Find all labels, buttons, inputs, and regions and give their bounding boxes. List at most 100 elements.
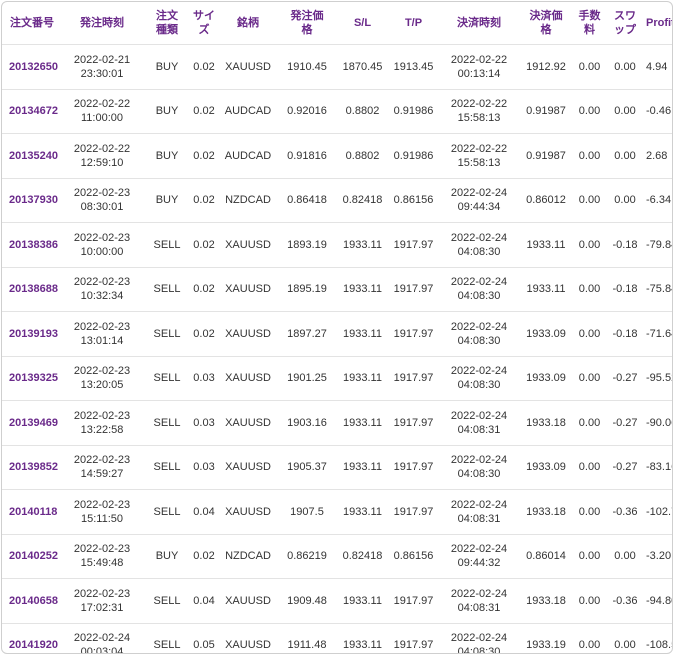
close-price-cell: 0.91987 (519, 133, 573, 178)
table-row: 20141920 2022-02-24 00:03:04 SELL 0.05 XAUUSD… (2, 622, 672, 653)
open-price-cell: 1897.27 (277, 311, 337, 356)
ticket-link[interactable]: 20141920 (2, 622, 59, 653)
swap-cell: 0.00 (606, 533, 644, 579)
table-row: 20132650 2022-02-21 23:30:01 BUY 0.02 XAUUSD 1… (2, 44, 672, 89)
ticket-link[interactable]: 20139325 (2, 355, 59, 401)
swap-cell: -0.27 (606, 444, 644, 490)
table-row: 20139193 2022-02-23 13:01:14 SELL 0.02 XAUUSD… (2, 311, 672, 356)
stop-loss-cell: 1933.11 (337, 444, 388, 490)
order-type-cell: SELL (145, 400, 189, 445)
header-commission[interactable]: 手数料 (578, 10, 601, 36)
size-cell: 0.02 (189, 222, 219, 267)
close-time-cell: 2022-02-22 15:58:13 (439, 133, 519, 178)
take-profit-cell: 1917.97 (388, 578, 439, 623)
close-time-cell: 2022-02-24 04:08:30 (439, 355, 519, 401)
table-row: 20135240 2022-02-22 12:59:10 BUY 0.02 AUDCAD 0… (2, 133, 672, 178)
header-ticket[interactable]: 注文番号 (10, 17, 54, 29)
swap-cell: 0.00 (606, 44, 644, 89)
stop-loss-cell: 1933.11 (337, 622, 388, 653)
close-price-cell: 1933.18 (519, 489, 573, 534)
ticket-link[interactable]: 20134672 (2, 88, 59, 134)
symbol-cell: XAUUSD (219, 44, 277, 89)
commission-cell: 0.00 (573, 44, 606, 89)
swap-cell: -0.18 (606, 266, 644, 312)
order-time-cell: 2022-02-24 00:03:04 (59, 622, 145, 653)
order-type-cell: BUY (145, 88, 189, 134)
order-time-cell: 2022-02-23 13:20:05 (59, 355, 145, 401)
ticket-link[interactable]: 20139852 (2, 444, 59, 490)
close-price-cell: 1933.09 (519, 355, 573, 401)
open-price-cell: 1893.19 (277, 222, 337, 267)
commission-cell: 0.00 (573, 177, 606, 223)
header-symbol[interactable]: 銘柄 (237, 17, 259, 29)
ticket-link[interactable]: 20132650 (2, 44, 59, 89)
open-price-cell: 0.86418 (277, 177, 337, 223)
symbol-cell: AUDCAD (219, 88, 277, 134)
close-time-cell: 2022-02-24 04:08:31 (439, 400, 519, 445)
profit-cell: -108.55 (644, 622, 672, 653)
ticket-link[interactable]: 20135240 (2, 133, 59, 178)
order-time-cell: 2022-02-23 13:01:14 (59, 311, 145, 356)
close-time-cell: 2022-02-22 15:58:13 (439, 88, 519, 134)
symbol-cell: NZDCAD (219, 177, 277, 223)
symbol-cell: XAUUSD (219, 444, 277, 490)
size-cell: 0.04 (189, 489, 219, 534)
table-header-row: 注文番号 発注時刻 注文 種類 サイズ 銘柄 発注価格 S/L T/P 決済時刻 … (2, 2, 673, 45)
order-type-cell: SELL (145, 622, 189, 653)
order-type-cell: SELL (145, 311, 189, 356)
ticket-link[interactable]: 20140252 (2, 533, 59, 579)
commission-cell: 0.00 (573, 489, 606, 534)
close-price-cell: 1933.09 (519, 311, 573, 356)
size-cell: 0.04 (189, 578, 219, 623)
size-cell: 0.02 (189, 533, 219, 579)
take-profit-cell: 1917.97 (388, 444, 439, 490)
commission-cell: 0.00 (573, 355, 606, 401)
stop-loss-cell: 1870.45 (337, 44, 388, 89)
ticket-link[interactable]: 20137930 (2, 177, 59, 223)
stop-loss-cell: 1933.11 (337, 355, 388, 401)
header-close-time[interactable]: 決済時刻 (457, 17, 501, 29)
order-time-cell: 2022-02-22 11:00:00 (59, 88, 145, 134)
open-price-cell: 1905.37 (277, 444, 337, 490)
order-type-cell: SELL (145, 489, 189, 534)
profit-cell: -102.72 (644, 489, 672, 534)
open-price-cell: 1907.5 (277, 489, 337, 534)
take-profit-cell: 0.86156 (388, 533, 439, 579)
header-open-price[interactable]: 発注価格 (290, 10, 324, 36)
header-profit[interactable]: Profit (646, 17, 673, 29)
ticket-link[interactable]: 20139193 (2, 311, 59, 356)
commission-cell: 0.00 (573, 400, 606, 445)
close-time-cell: 2022-02-24 04:08:31 (439, 578, 519, 623)
swap-cell: -0.27 (606, 355, 644, 401)
stop-loss-cell: 0.82418 (337, 177, 388, 223)
header-stop-loss[interactable]: S/L (353, 17, 372, 29)
size-cell: 0.02 (189, 44, 219, 89)
ticket-link[interactable]: 20139469 (2, 400, 59, 445)
header-order-type[interactable]: 注文 種類 (156, 10, 178, 36)
size-cell: 0.02 (189, 133, 219, 178)
take-profit-cell: 0.91986 (388, 88, 439, 134)
ticket-link[interactable]: 20140118 (2, 489, 59, 534)
commission-cell: 0.00 (573, 578, 606, 623)
size-cell: 0.03 (189, 355, 219, 401)
commission-cell: 0.00 (573, 266, 606, 312)
profit-cell: 2.68 (644, 133, 672, 178)
stop-loss-cell: 1933.11 (337, 266, 388, 312)
symbol-cell: XAUUSD (219, 400, 277, 445)
ticket-link[interactable]: 20138386 (2, 222, 59, 267)
header-take-profit[interactable]: T/P (404, 17, 423, 29)
header-size[interactable]: サイズ (193, 10, 215, 36)
size-cell: 0.03 (189, 444, 219, 490)
order-time-cell: 2022-02-23 17:02:31 (59, 578, 145, 623)
profit-cell: 4.94 (644, 44, 672, 89)
commission-cell: 0.00 (573, 311, 606, 356)
take-profit-cell: 1917.97 (388, 622, 439, 653)
close-time-cell: 2022-02-24 04:08:30 (439, 222, 519, 267)
stop-loss-cell: 1933.11 (337, 489, 388, 534)
ticket-link[interactable]: 20138688 (2, 266, 59, 312)
header-swap[interactable]: スワ ップ (614, 10, 636, 36)
header-close-price[interactable]: 決済価格 (529, 10, 563, 36)
header-order-time[interactable]: 発注時刻 (80, 17, 124, 29)
ticket-link[interactable]: 20140658 (2, 578, 59, 623)
take-profit-cell: 0.86156 (388, 177, 439, 223)
